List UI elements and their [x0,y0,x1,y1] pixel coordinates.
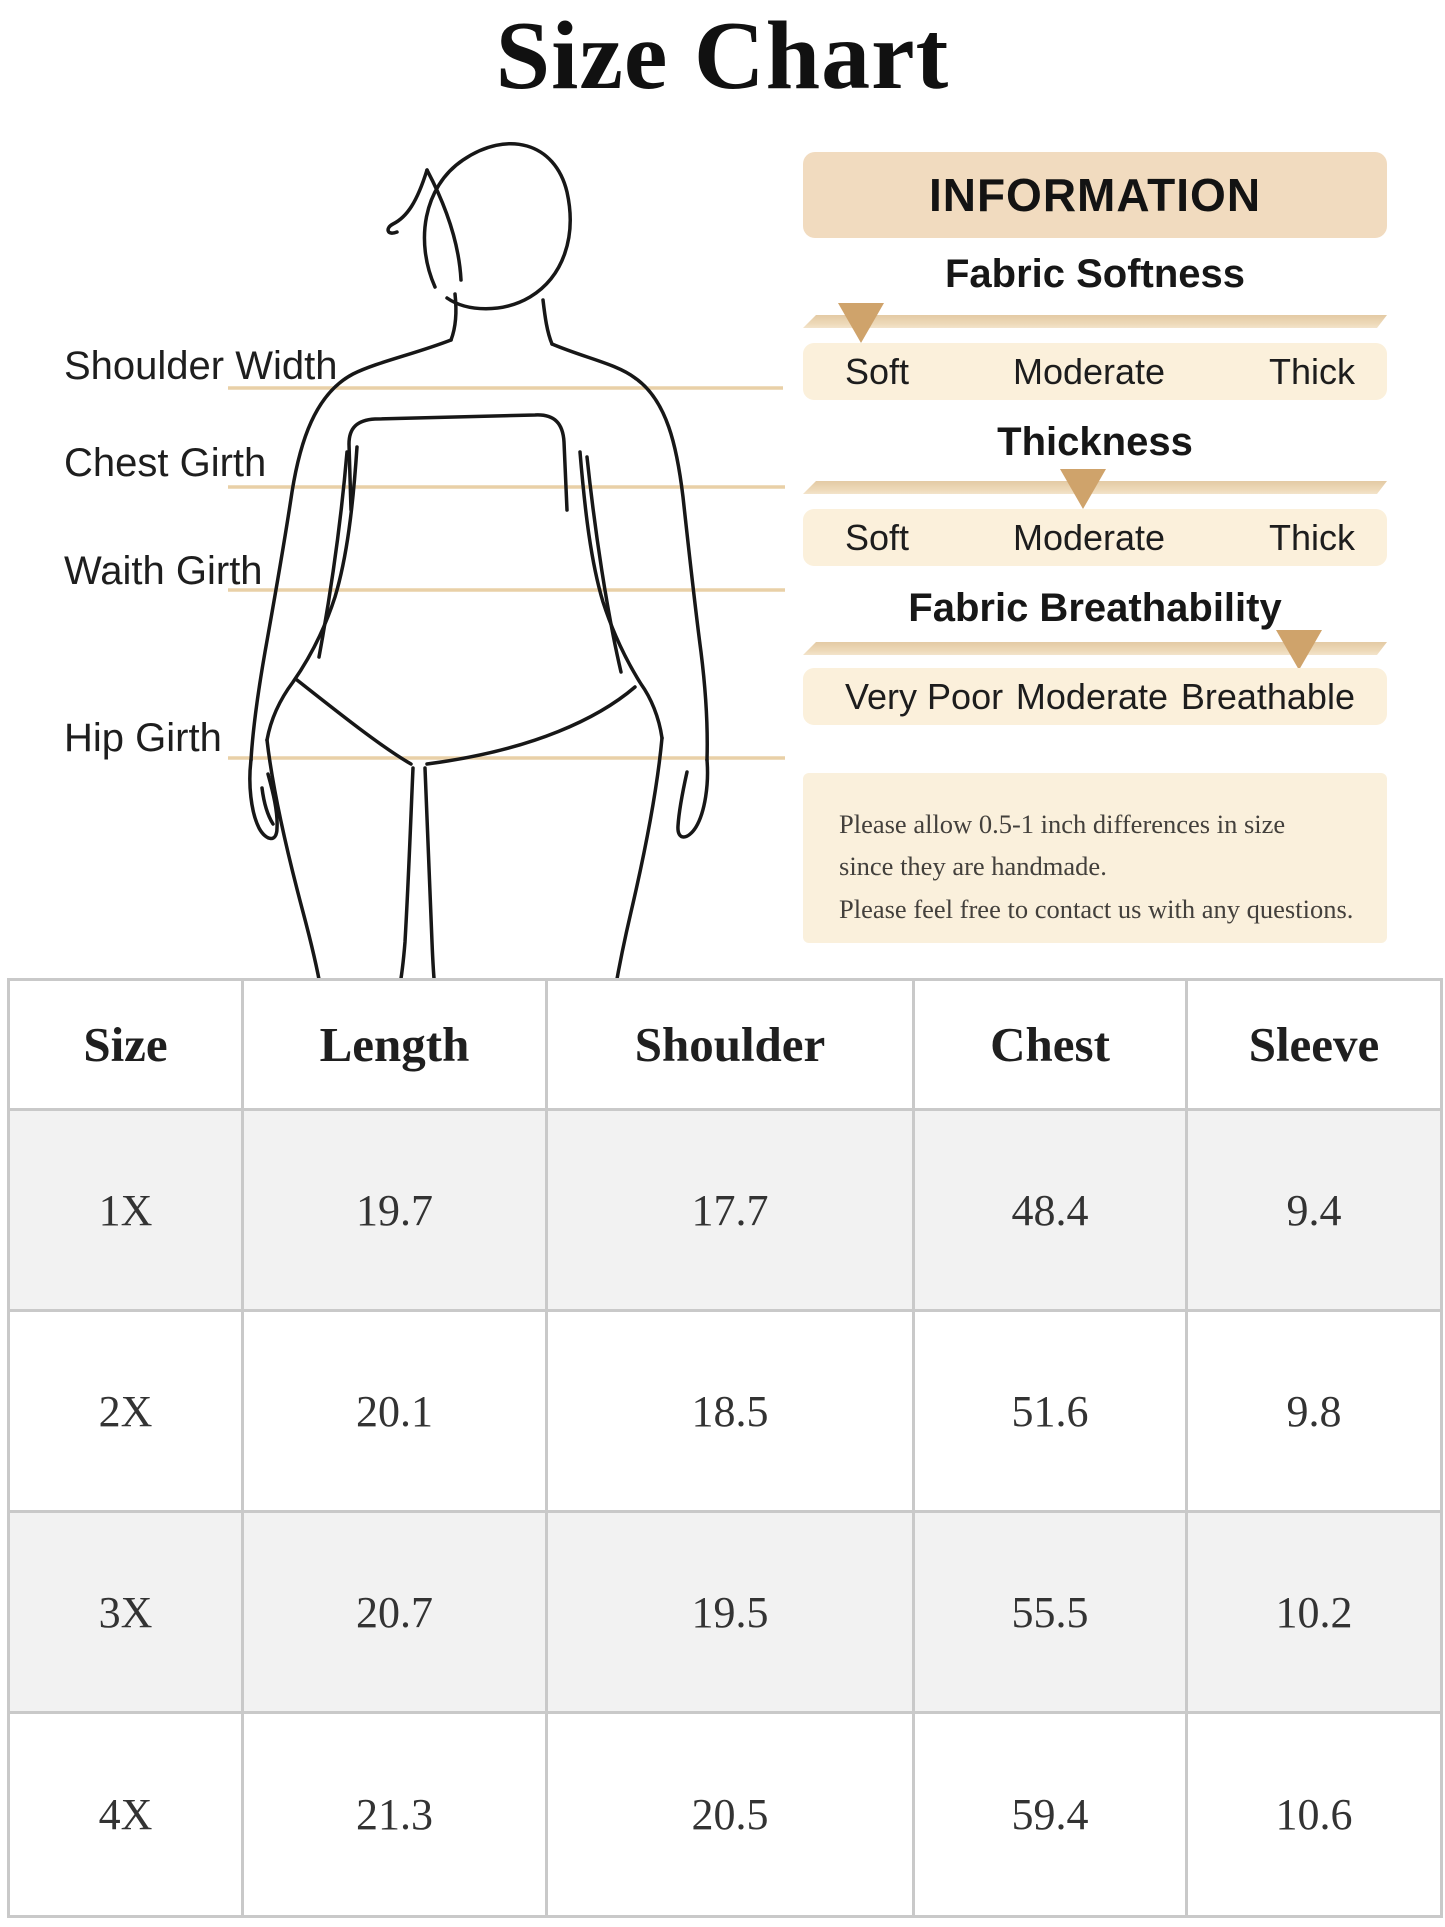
triangle-marker-icon [1060,469,1107,509]
note-line: since they are handmade. [839,851,1107,882]
table-header-size: Size [10,981,241,1108]
table-header-length: Length [244,981,545,1108]
scale-label: Moderate [1015,675,1169,717]
table-cell: 20.1 [244,1312,545,1510]
table-cell: 17.7 [548,1111,912,1309]
scale-label: Breathable [1180,675,1355,717]
measure-label-waist: Waith Girth [64,549,263,593]
triangle-marker-icon [1276,630,1323,670]
scale-label: Moderate [1012,350,1166,392]
scale-label: Thick [1268,516,1355,558]
table-cell: 20.7 [244,1513,545,1711]
slider-scale-breathability: Very Poor Moderate Breathable [803,668,1387,725]
slider-title-softness: Fabric Softness [944,252,1246,296]
table-cell: 18.5 [548,1312,912,1510]
scale-label: Soft [845,516,910,558]
handmade-note-box: Please allow 0.5-1 inch differences in s… [803,773,1387,943]
scale-label: Very Poor [845,675,1004,717]
slider-track-breathability [803,642,1387,655]
measure-label-chest: Chest Girth [64,441,267,485]
body-outline [248,142,710,992]
table-cell: 21.3 [244,1714,545,1915]
table-cell: 9.4 [1188,1111,1440,1309]
scale-label: Thick [1268,350,1355,392]
page-title: Size Chart [495,2,950,110]
table-cell: 1X [10,1111,241,1309]
body-figure-illustration [228,142,785,992]
measurement-lines [228,386,785,760]
table-header-chest: Chest [915,981,1185,1108]
size-table: Size Length Shoulder Chest Sleeve 1X 19.… [7,978,1443,1918]
triangle-marker-icon [838,303,885,343]
table-header-shoulder: Shoulder [548,981,912,1108]
slider-scale-softness: Soft Moderate Thick [803,343,1387,400]
measure-label-hip: Hip Girth [64,716,222,760]
table-header-sleeve: Sleeve [1188,981,1440,1108]
table-cell: 10.6 [1188,1714,1440,1915]
table-cell: 20.5 [548,1714,912,1915]
table-cell: 3X [10,1513,241,1711]
table-cell: 19.7 [244,1111,545,1309]
slider-scale-thickness: Soft Moderate Thick [803,509,1387,566]
slider-track-softness [803,315,1387,328]
table-cell: 59.4 [915,1714,1185,1915]
measure-label-shoulder: Shoulder Width [64,344,338,388]
table-cell: 48.4 [915,1111,1185,1309]
table-cell: 10.2 [1188,1513,1440,1711]
scale-label: Soft [845,350,910,392]
slider-title-breathability: Fabric Breathability [908,586,1282,630]
note-line: Please feel free to contact us with any … [839,893,1354,924]
slider-title-thickness: Thickness [997,420,1193,464]
note-line: Please allow 0.5-1 inch differences in s… [839,809,1286,839]
table-cell: 2X [10,1312,241,1510]
scale-label: Moderate [1012,516,1166,558]
table-cell: 4X [10,1714,241,1915]
table-cell: 55.5 [915,1513,1185,1711]
table-cell: 19.5 [548,1513,912,1711]
table-cell: 51.6 [915,1312,1185,1510]
info-header: INFORMATION [803,152,1387,238]
table-cell: 9.8 [1188,1312,1440,1510]
